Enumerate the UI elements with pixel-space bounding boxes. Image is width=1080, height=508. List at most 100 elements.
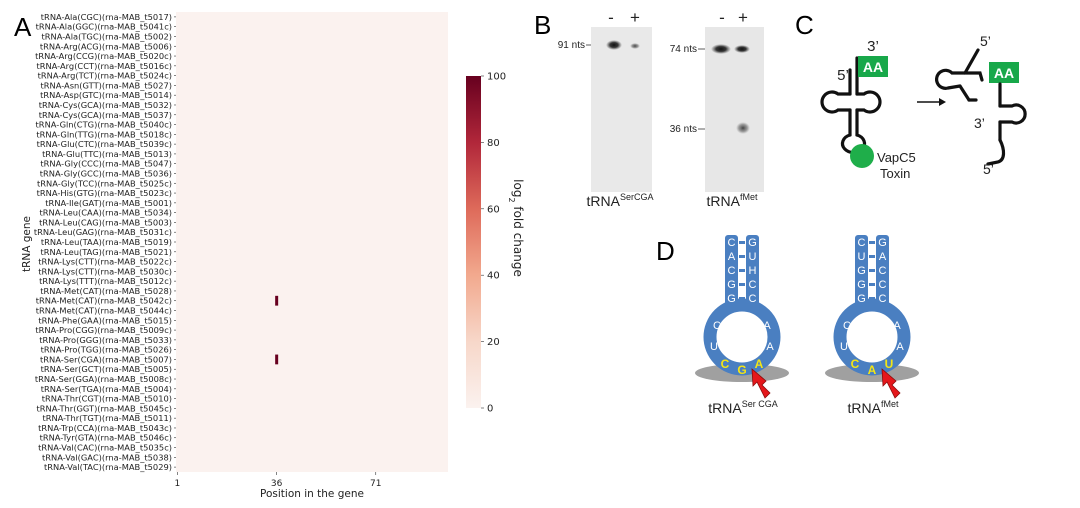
gene-label: tRNA-Lys(TTT)(rna-MAB_t5012c) — [39, 276, 172, 286]
nucleotide: A — [893, 320, 901, 332]
colorbar-tick-label: 0 — [487, 404, 493, 415]
nucleotide: H — [749, 265, 757, 277]
nucleotide: C — [728, 237, 736, 249]
gene-label: tRNA-Leu(CAG)(rna-MAB_t5003) — [39, 217, 172, 227]
base-pair-dash — [869, 283, 875, 286]
nucleotide: A — [766, 341, 774, 353]
gene-label: tRNA-Thr(TGT)(rna-MAB_t5011) — [42, 413, 172, 423]
nucleotide: C — [879, 265, 887, 277]
structure-ser-caption: tRNASer CGA — [708, 399, 777, 416]
gene-label: tRNA-Arg(CCT)(rna-MAB_t5016c) — [36, 61, 172, 71]
nucleotide: U — [858, 251, 866, 263]
toxin-label-line1: VapC5 — [877, 150, 916, 165]
blot-left-membrane — [591, 27, 652, 192]
stem-strand-right — [876, 235, 889, 305]
base-pair-dash — [739, 241, 745, 244]
base-pair-dash — [869, 241, 875, 244]
gene-label: tRNA-Gln(TTG)(rna-MAB_t5018c) — [36, 129, 172, 139]
cleavage-schematic: AA 3’ 5’ VapC5 Toxin 5’ 3’ AA 5’ — [820, 33, 1027, 181]
base-pair-dash — [869, 255, 875, 258]
nucleotide: U — [840, 341, 848, 353]
gene-label: tRNA-Thr(GGT)(rna-MAB_t5045c) — [37, 403, 172, 413]
gene-label: tRNA-Arg(TCT)(rna-MAB_t5024c) — [38, 71, 172, 81]
gene-label: tRNA-Met(CAT)(rna-MAB_t5028) — [40, 286, 172, 296]
nucleotide: A — [728, 251, 736, 263]
nucleotide: A — [896, 341, 904, 353]
heatmap-y-label: tRNA gene — [21, 216, 33, 272]
nucleotide: A — [763, 320, 771, 332]
gene-label: tRNA-Leu(GAG)(rna-MAB_t5031c) — [34, 227, 172, 237]
colorbar-tick-label: 100 — [487, 72, 506, 83]
blot-right-caption: tRNAfMet — [707, 192, 758, 209]
intact-3prime-label: 3’ — [867, 38, 879, 55]
nucleotide: U — [710, 341, 718, 353]
nucleotide: G — [727, 279, 736, 291]
nucleotide: G — [727, 293, 736, 305]
gene-label: tRNA-Ile(GAT)(rna-MAB_t5001) — [45, 198, 172, 208]
gene-label: tRNA-Leu(TAG)(rna-MAB_t5021) — [40, 247, 172, 257]
cleaved-fragment-5prime — [935, 48, 984, 102]
blot-right-cleaved-band — [736, 122, 750, 134]
base-pair-dash — [739, 269, 745, 272]
intact-5prime-label: 5’ — [837, 67, 849, 84]
gene-label: tRNA-Lys(CTT)(rna-MAB_t5022c) — [38, 257, 172, 267]
nucleotide: C — [749, 279, 757, 291]
aa-box-intact — [858, 56, 888, 77]
gene-label: tRNA-Asp(GTC)(rna-MAB_t5014) — [40, 90, 172, 100]
gene-label: tRNA-Gln(CTG)(rna-MAB_t5040c) — [36, 120, 172, 130]
gene-label: tRNA-Val(GAC)(rna-MAB_t5038) — [42, 452, 172, 462]
anticodon-nucleotide: C — [721, 357, 730, 371]
gene-label: tRNA-Ala(GGC)(rna-MAB_t5041c) — [36, 22, 172, 32]
colorbar-tick-label: 20 — [487, 337, 500, 348]
nucleotide: G — [857, 265, 866, 277]
gene-label: tRNA-Pro(TGG)(rna-MAB_t5026) — [41, 345, 172, 355]
gene-label: tRNA-Val(CAC)(rna-MAB_t5035c) — [38, 443, 172, 453]
gene-label: tRNA-Ser(CGA)(rna-MAB_t5007) — [40, 354, 172, 364]
nucleotide: G — [857, 293, 866, 305]
nucleotide: C — [728, 265, 736, 277]
gene-label: tRNA-Val(TAC)(rna-MAB_t5029) — [44, 462, 172, 472]
x-tick-label: 1 — [175, 479, 181, 489]
gene-label: tRNA-His(GTG)(rna-MAB_t5023c) — [37, 188, 172, 198]
stem-strand-left — [725, 235, 738, 305]
nucleotide: U — [749, 251, 757, 263]
blot-right-minus: - — [719, 8, 725, 27]
gene-label: tRNA-Arg(ACG)(rna-MAB_t5006) — [40, 41, 172, 51]
nucleotide: C — [879, 293, 887, 305]
anticodon-loop — [833, 298, 911, 376]
structure-fmet-caption: tRNAfMet — [848, 399, 899, 416]
anticodon-nucleotide: A — [868, 363, 877, 377]
blot-right-marker-36: 36 nts — [670, 124, 697, 135]
blot-left-plus: + — [630, 8, 640, 27]
gene-label: tRNA-Asn(GTT)(rna-MAB_t5027) — [40, 80, 172, 90]
gene-label: tRNA-Arg(CCG)(rna-MAB_t5020c) — [35, 51, 172, 61]
colorbar-label: log2 fold change — [508, 179, 526, 277]
gene-label: tRNA-Cys(GCA)(rna-MAB_t5032) — [39, 100, 172, 110]
gene-label: tRNA-Pro(GGG)(rna-MAB_t5033) — [39, 335, 172, 345]
gene-label: tRNA-Gly(CCC)(rna-MAB_t5047) — [40, 159, 172, 169]
x-tick-label: 71 — [370, 479, 381, 489]
svg-text:AA: AA — [863, 59, 883, 75]
gene-label: tRNA-Cys(GCA)(rna-MAB_t5037) — [39, 110, 172, 120]
northern-blot-panel: - + 91 nts tRNASerCGA - + 74 nts 36 nts … — [558, 8, 764, 209]
blot-left-caption: tRNASerCGA — [587, 192, 654, 209]
anticodon-nucleotide: U — [885, 357, 894, 371]
blot-right-marker-74: 74 nts — [670, 44, 697, 55]
gene-label: tRNA-Phe(GAA)(rna-MAB_t5015) — [38, 315, 172, 325]
nucleotide: C — [858, 237, 866, 249]
anticodon-loop — [703, 298, 781, 376]
anticodon-nucleotide: G — [737, 363, 746, 377]
gene-label: tRNA-Leu(TAA)(rna-MAB_t5019) — [41, 237, 172, 247]
base-pair-dash — [869, 269, 875, 272]
x-tick-label: 36 — [271, 479, 283, 489]
heatmap-cell — [275, 354, 279, 365]
cleavage-arrow-icon — [881, 368, 901, 399]
gene-label: tRNA-Glu(TTC)(rna-MAB_t5013) — [42, 149, 172, 159]
nucleotide: C — [879, 279, 887, 291]
nucleotide: G — [857, 279, 866, 291]
gene-label: tRNA-Trp(CCA)(rna-MAB_t5043c) — [38, 423, 172, 433]
stem-strand-right — [746, 235, 759, 305]
gene-label: tRNA-Tyr(GTA)(rna-MAB_t5046c) — [40, 433, 172, 443]
